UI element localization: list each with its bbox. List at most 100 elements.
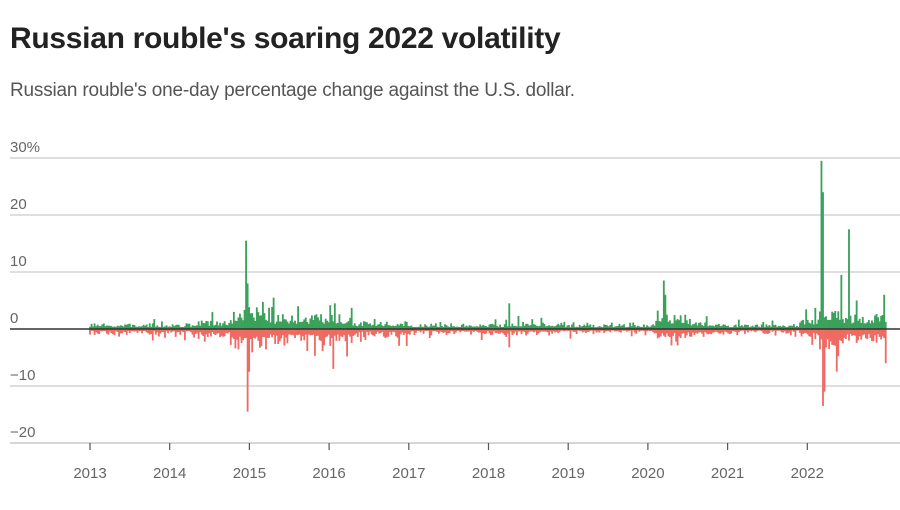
bar-negative	[675, 329, 677, 342]
bar-positive	[209, 320, 212, 329]
bar-negative	[211, 329, 214, 333]
bar-negative	[693, 329, 696, 335]
bar-positive	[338, 314, 341, 329]
bar-negative	[745, 329, 748, 331]
bar-negative	[736, 329, 739, 336]
bar-negative	[226, 329, 229, 334]
bar-positive	[633, 325, 636, 329]
bar-negative	[623, 329, 625, 331]
bar-positive	[725, 326, 728, 329]
bar-positive	[283, 319, 286, 329]
bar-positive	[301, 321, 304, 329]
bar-positive	[428, 326, 431, 329]
bar-negative	[672, 329, 674, 336]
bar-positive	[704, 322, 707, 329]
bar-positive	[607, 326, 610, 329]
bar-positive	[379, 322, 382, 329]
bar-negative	[251, 329, 254, 353]
bar-positive	[157, 326, 160, 329]
bar-negative	[298, 329, 301, 335]
bar-negative	[586, 329, 589, 332]
bar-positive	[627, 326, 630, 329]
bar-positive	[796, 326, 798, 329]
bar-positive	[220, 325, 223, 329]
bar-positive	[638, 326, 641, 329]
bar-negative	[812, 329, 815, 334]
bar-positive	[693, 323, 696, 329]
bar-positive	[577, 327, 580, 329]
bar-negative	[773, 329, 775, 331]
bar-positive	[405, 321, 408, 329]
bar-positive	[626, 327, 629, 329]
bar-negative	[534, 329, 537, 332]
bar-positive	[806, 319, 809, 329]
bar-negative	[170, 329, 173, 333]
bar-positive	[529, 325, 532, 329]
bar-positive	[105, 325, 108, 329]
bar-positive	[306, 322, 309, 329]
bar-positive	[447, 326, 449, 329]
bar-negative	[841, 329, 844, 344]
bar-positive	[150, 326, 153, 329]
bar-negative	[188, 329, 191, 331]
bar-negative	[200, 329, 203, 335]
bar-positive	[690, 325, 693, 329]
bar-positive	[528, 325, 531, 329]
bar-positive	[646, 325, 648, 329]
bar-negative	[421, 329, 423, 331]
bar-positive	[600, 326, 603, 329]
bar-positive	[881, 315, 884, 329]
bar-positive	[523, 325, 526, 329]
bar-positive	[226, 325, 229, 329]
bar-negative	[112, 329, 114, 335]
bar-negative	[105, 329, 108, 334]
bar-positive	[309, 318, 312, 329]
bar-positive	[185, 323, 188, 329]
bar-negative	[756, 329, 759, 331]
bar-positive	[730, 327, 733, 329]
bar-negative	[329, 329, 332, 346]
bar-positive	[408, 326, 411, 329]
bar-positive	[820, 160, 823, 329]
bar-negative	[239, 329, 241, 337]
bar-positive	[509, 326, 512, 329]
bar-positive	[167, 326, 169, 329]
bar-negative	[615, 329, 618, 332]
bar-negative	[607, 329, 610, 332]
bar-negative	[205, 329, 208, 335]
bar-negative	[646, 329, 648, 332]
bar-negative	[696, 329, 699, 334]
bar-positive	[424, 324, 427, 329]
bar-negative	[390, 329, 393, 335]
bar-positive	[407, 325, 410, 329]
x-tick-label: 2013	[73, 465, 106, 482]
bar-negative	[364, 329, 367, 341]
bar-positive	[344, 323, 347, 329]
bar-negative	[367, 329, 370, 336]
bar-negative	[384, 329, 387, 339]
bar-positive	[624, 327, 627, 329]
bar-positive	[262, 301, 264, 329]
bar-negative	[361, 329, 364, 332]
bar-positive	[444, 324, 446, 329]
bar-negative	[517, 329, 520, 332]
bar-positive	[243, 309, 246, 329]
bar-negative	[344, 329, 347, 342]
bar-negative	[102, 329, 105, 331]
bar-negative	[514, 329, 517, 332]
bar-negative	[180, 329, 183, 332]
bar-positive	[525, 323, 528, 329]
bar-negative	[399, 329, 402, 335]
bar-positive	[696, 325, 699, 329]
bar-negative	[719, 329, 722, 334]
bar-positive	[770, 326, 772, 329]
bar-positive	[323, 323, 326, 329]
bar-negative	[531, 329, 534, 332]
bar-negative	[333, 329, 336, 336]
bar-negative	[370, 329, 373, 335]
bar-positive	[350, 307, 353, 329]
bar-negative	[151, 329, 154, 341]
bar-positive	[731, 327, 734, 329]
bar-positive	[168, 326, 171, 329]
bar-negative	[721, 329, 723, 333]
